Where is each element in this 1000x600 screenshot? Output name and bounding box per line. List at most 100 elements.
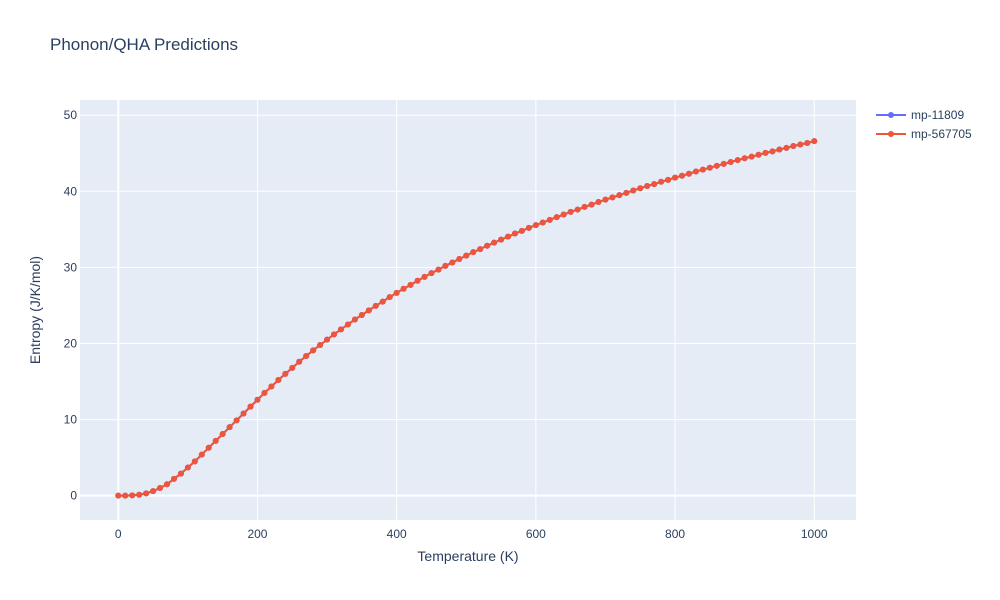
data-point[interactable] — [393, 289, 400, 296]
data-point[interactable] — [198, 451, 205, 458]
data-point[interactable] — [233, 417, 240, 424]
data-point[interactable] — [275, 377, 282, 383]
legend-item[interactable]: mp-567705 — [876, 127, 972, 141]
data-point[interactable] — [240, 410, 247, 417]
data-point[interactable] — [553, 214, 560, 221]
data-point[interactable] — [463, 252, 470, 259]
data-point[interactable] — [532, 222, 539, 229]
data-point[interactable] — [498, 236, 505, 243]
data-point[interactable] — [811, 138, 818, 145]
data-point[interactable] — [386, 294, 393, 301]
data-point[interactable] — [602, 196, 609, 203]
data-point[interactable] — [226, 424, 233, 431]
data-point[interactable] — [588, 201, 595, 208]
data-point[interactable] — [191, 458, 198, 465]
data-point[interactable] — [581, 203, 588, 210]
data-point[interactable] — [414, 277, 421, 284]
data-point[interactable] — [407, 281, 414, 288]
data-point[interactable] — [122, 492, 129, 499]
data-point[interactable] — [797, 141, 804, 148]
data-point[interactable] — [762, 149, 769, 156]
data-point[interactable] — [184, 464, 191, 471]
data-point[interactable] — [456, 256, 463, 263]
data-point[interactable] — [713, 162, 720, 169]
data-point[interactable] — [344, 321, 351, 328]
data-point[interactable] — [247, 403, 254, 410]
data-point[interactable] — [804, 139, 811, 146]
data-point[interactable] — [351, 316, 358, 323]
data-point[interactable] — [205, 444, 212, 451]
data-point[interactable] — [644, 182, 651, 189]
data-point[interactable] — [143, 490, 150, 497]
data-point[interactable] — [289, 364, 296, 371]
data-point[interactable] — [428, 270, 435, 277]
data-point[interactable] — [491, 239, 498, 246]
data-point[interactable] — [574, 206, 581, 213]
data-point[interactable] — [261, 389, 268, 396]
data-point[interactable] — [477, 246, 484, 253]
data-point[interactable] — [560, 211, 567, 218]
data-point[interactable] — [755, 151, 762, 158]
data-point[interactable] — [421, 273, 428, 280]
data-point[interactable] — [170, 475, 177, 482]
legend-item[interactable]: mp-11809 — [876, 108, 964, 122]
data-point[interactable] — [296, 358, 303, 365]
data-point[interactable] — [685, 170, 692, 177]
data-point[interactable] — [470, 249, 477, 256]
data-point[interactable] — [400, 285, 407, 292]
data-point[interactable] — [379, 298, 386, 305]
data-point[interactable] — [449, 259, 456, 266]
data-point[interactable] — [337, 326, 344, 333]
data-point[interactable] — [372, 302, 379, 309]
data-point[interactable] — [699, 166, 706, 173]
data-point[interactable] — [518, 227, 525, 234]
data-point[interactable] — [525, 224, 532, 231]
data-point[interactable] — [623, 189, 630, 196]
data-point[interactable] — [672, 174, 679, 181]
data-point[interactable] — [219, 431, 226, 438]
data-point[interactable] — [442, 262, 449, 269]
data-point[interactable] — [310, 347, 317, 354]
data-point[interactable] — [358, 311, 365, 318]
data-point[interactable] — [324, 336, 331, 343]
data-point[interactable] — [511, 230, 518, 237]
data-point[interactable] — [776, 146, 783, 153]
data-point[interactable] — [136, 491, 143, 498]
data-point[interactable] — [679, 172, 686, 179]
data-point[interactable] — [637, 185, 644, 192]
data-point[interactable] — [546, 216, 553, 223]
plot-area[interactable] — [80, 100, 856, 520]
data-point[interactable] — [331, 331, 338, 338]
data-point[interactable] — [365, 307, 372, 314]
data-point[interactable] — [720, 160, 727, 167]
data-point[interactable] — [769, 148, 776, 155]
data-point[interactable] — [212, 437, 219, 444]
data-point[interactable] — [651, 181, 658, 188]
data-point[interactable] — [539, 219, 546, 226]
data-point[interactable] — [734, 157, 741, 164]
data-point[interactable] — [268, 383, 275, 390]
data-point[interactable] — [303, 353, 310, 360]
data-point[interactable] — [567, 208, 574, 215]
data-point[interactable] — [658, 178, 665, 185]
data-point[interactable] — [595, 198, 602, 205]
data-point[interactable] — [484, 242, 491, 249]
data-point[interactable] — [630, 187, 637, 194]
data-point[interactable] — [150, 488, 157, 495]
data-point[interactable] — [609, 194, 616, 201]
data-point[interactable] — [741, 155, 748, 162]
data-point[interactable] — [692, 168, 699, 175]
data-point[interactable] — [282, 370, 289, 377]
data-point[interactable] — [163, 481, 170, 488]
data-point[interactable] — [254, 396, 261, 403]
data-point[interactable] — [317, 342, 324, 348]
data-point[interactable] — [790, 143, 797, 150]
data-point[interactable] — [748, 153, 755, 160]
data-point[interactable] — [665, 176, 672, 183]
data-point[interactable] — [783, 144, 790, 151]
data-point[interactable] — [706, 164, 713, 171]
data-point[interactable] — [727, 159, 734, 166]
data-point[interactable] — [505, 233, 512, 240]
data-point[interactable] — [177, 470, 184, 477]
data-point[interactable] — [435, 266, 442, 273]
